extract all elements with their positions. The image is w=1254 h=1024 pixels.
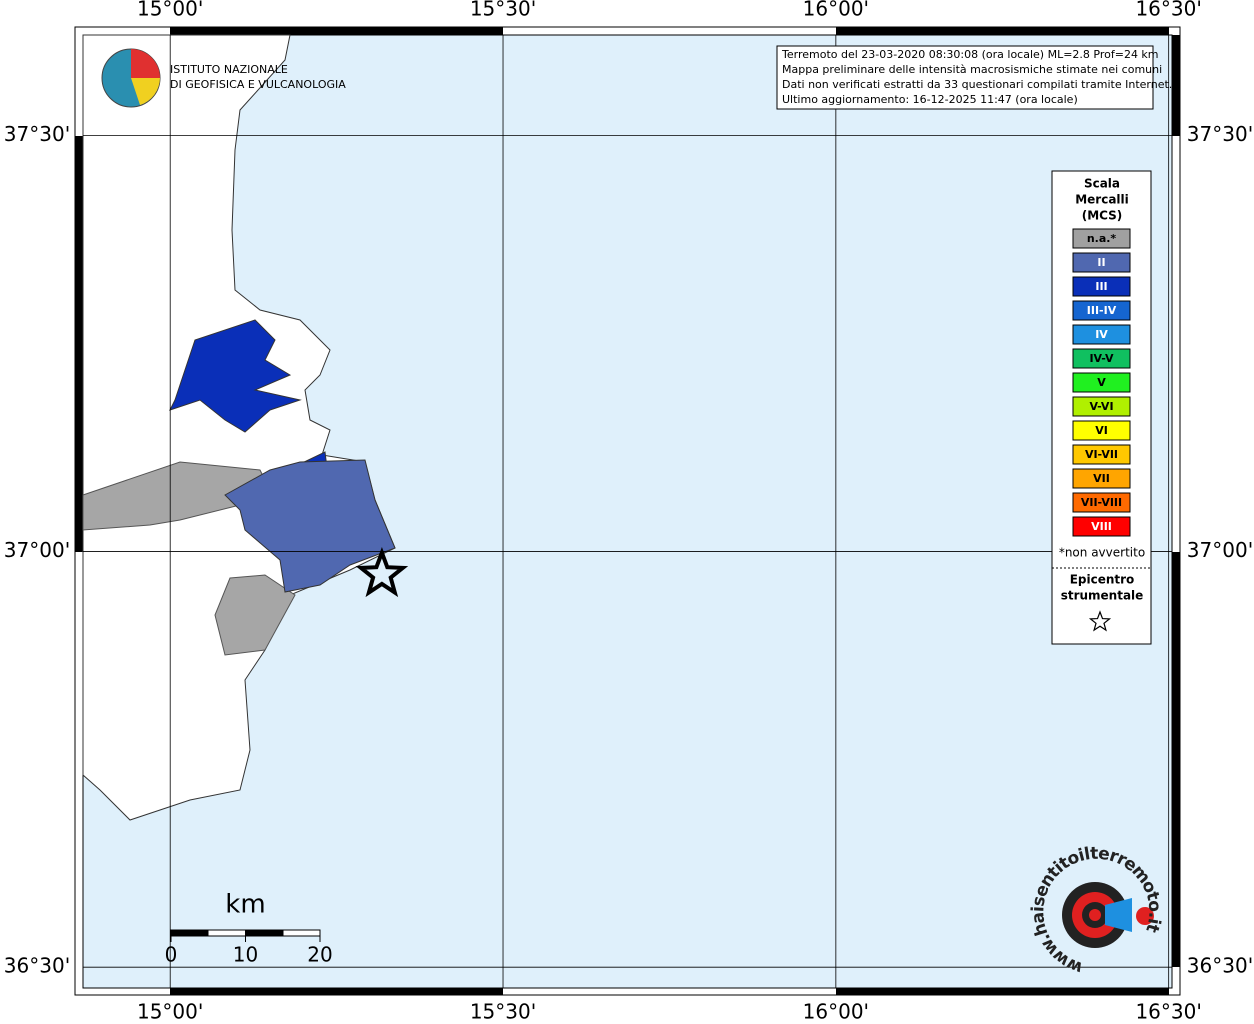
lon-label: 16°30' (1135, 0, 1201, 21)
lon-label: 15°00' (137, 0, 203, 21)
info-box (776, 45, 1154, 110)
logo-line: DI GEOFISICA E VULCANOLOGIA (170, 78, 346, 91)
legend-label: IV-V (1089, 352, 1114, 365)
legend-label: VI (1095, 424, 1108, 437)
legend-title: Scala (1084, 177, 1120, 191)
legend-label: V-VI (1089, 400, 1113, 413)
lon-label: 15°30' (470, 0, 536, 21)
lon-label: 16°00' (803, 0, 869, 21)
legend-swatch (1072, 300, 1131, 321)
lat-label: 37°00' (4, 538, 70, 562)
info-line: Ultimo aggiornamento: 16-12-2025 11:47 (… (782, 93, 1078, 106)
lat-label: 37°00' (1187, 538, 1253, 562)
legend-swatch (1072, 252, 1131, 273)
scale-label: 10 (233, 943, 258, 967)
legend-star (1088, 610, 1112, 632)
legend-label: VI-VII (1085, 448, 1118, 461)
lon-label: 16°00' (803, 1000, 869, 1024)
legend-swatch (1072, 468, 1131, 489)
legend-swatch (1072, 396, 1131, 417)
scale-label: 0 (165, 943, 178, 967)
site-logo (1062, 882, 1154, 948)
legend-epicenter: Epicentro (1070, 573, 1135, 587)
frame-bars (75, 27, 1180, 995)
lon-label: 16°30' (1135, 1000, 1201, 1024)
legend-swatch (1072, 348, 1131, 369)
legend-epicenter: strumentale (1061, 589, 1144, 603)
legend-swatch (1072, 420, 1131, 441)
area-iii (169, 319, 302, 433)
legend-swatch (1072, 516, 1131, 537)
lat-label: 37°30' (4, 122, 70, 146)
legend-label: VII-VIII (1081, 496, 1122, 509)
legend-swatch (1072, 324, 1131, 345)
legend-swatch (1072, 444, 1131, 465)
legend-label: VIII (1091, 520, 1112, 533)
legend-label: IV (1095, 328, 1108, 341)
info-line: Mappa preliminare delle intensità macros… (782, 63, 1162, 76)
logo-line: ISTITUTO NAZIONALE (170, 63, 288, 76)
area-ii (224, 459, 396, 593)
inst-logo (101, 48, 161, 108)
scale-unit: km (225, 890, 265, 920)
area-gray (214, 574, 296, 656)
legend-swatch (1072, 492, 1131, 513)
lat-label: 36°30' (4, 954, 70, 978)
legend-label: VII (1093, 472, 1110, 485)
legend-label: V (1097, 376, 1106, 389)
legend-title: Mercalli (1075, 193, 1129, 207)
info-line: Terremoto del 23-03-2020 08:30:08 (ora l… (781, 48, 1159, 61)
lat-label: 37°30' (1187, 122, 1253, 146)
legend-label: III (1095, 280, 1107, 293)
epicenter (355, 547, 409, 598)
legend-label: III-IV (1087, 304, 1117, 317)
legend-swatch (1072, 276, 1131, 297)
lon-label: 15°30' (470, 1000, 536, 1024)
info-line: Dati non verificati estratti da 33 quest… (782, 78, 1172, 91)
legend-label: n.a.* (1087, 232, 1117, 245)
legend-swatch (1072, 372, 1131, 393)
legend-title: (MCS) (1082, 209, 1123, 223)
scale-label: 20 (307, 943, 332, 967)
lat-label: 36°30' (1187, 954, 1253, 978)
lon-label: 15°00' (137, 1000, 203, 1024)
legend-note: *non avvertito (1059, 546, 1145, 560)
legend-label: II (1097, 256, 1105, 269)
legend-swatch (1072, 228, 1131, 249)
